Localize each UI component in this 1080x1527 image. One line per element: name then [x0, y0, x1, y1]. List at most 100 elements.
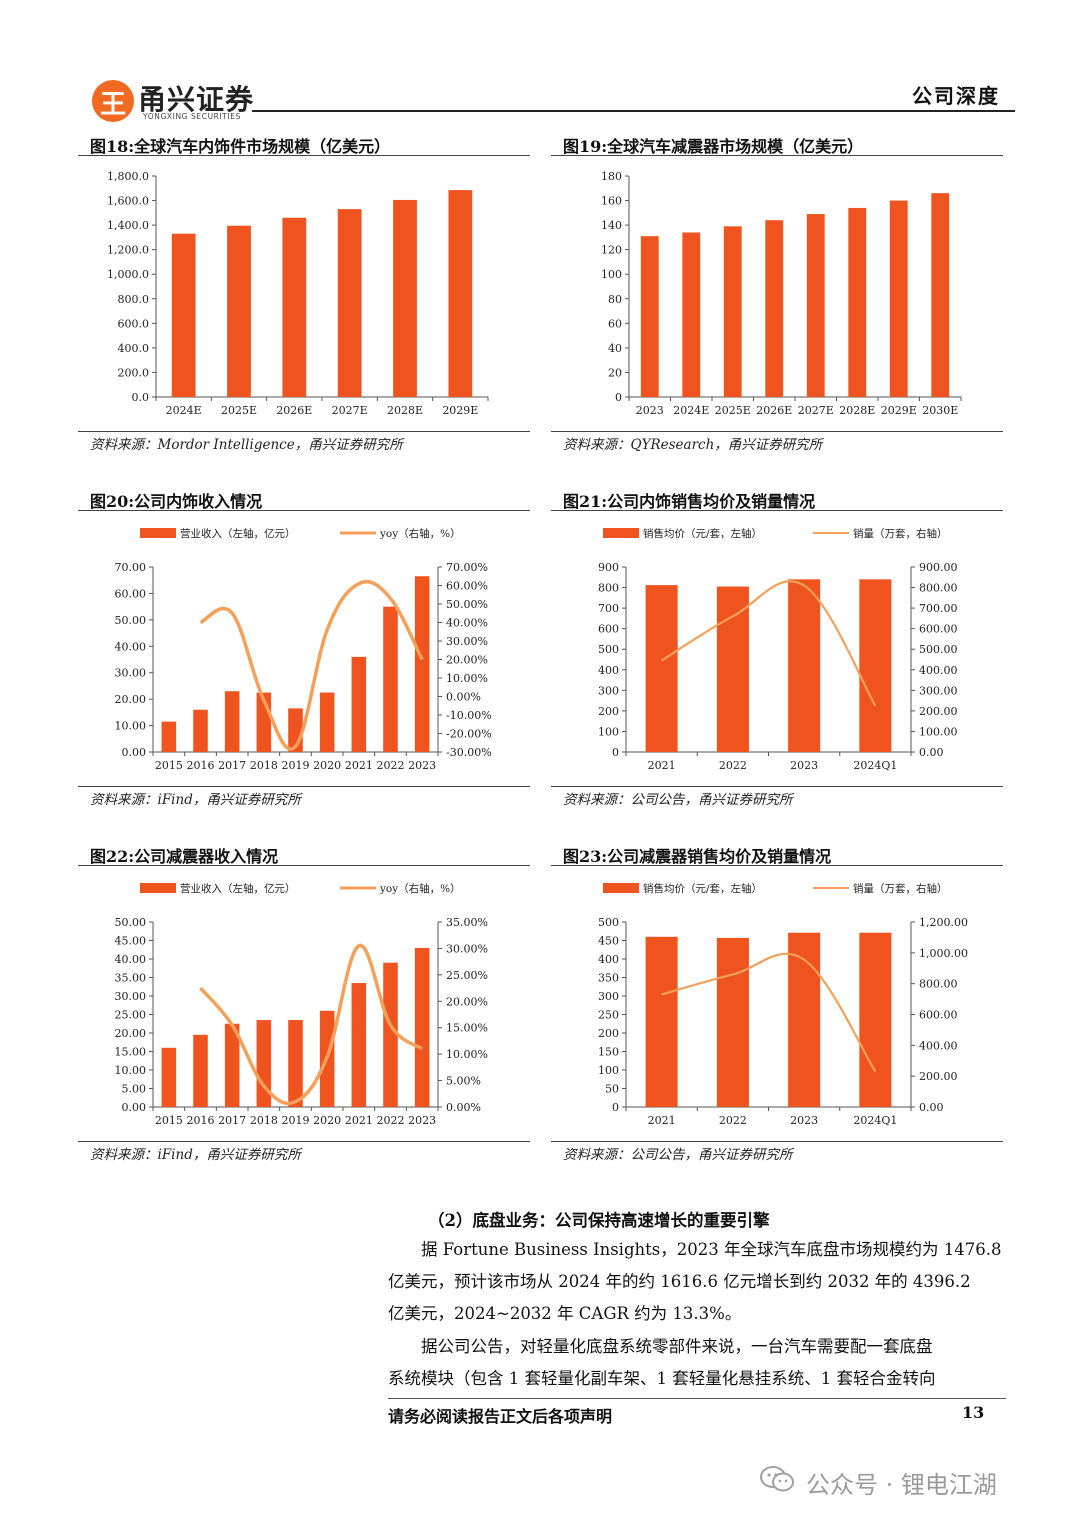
- x-tick-label: 2024E: [673, 404, 709, 417]
- y-tick-label: 0.00: [122, 746, 147, 759]
- footer-disclaimer: 请务必阅读报告正文后各项声明: [388, 1407, 613, 1426]
- y2-tick-label: 300.00: [919, 684, 958, 697]
- bar: [383, 606, 398, 752]
- x-tick-label: 2018: [250, 759, 278, 772]
- y-tick-label: 400: [598, 664, 619, 677]
- series-line: [199, 944, 424, 1106]
- figure-title: 图18:全球汽车内饰件市场规模（亿美元）: [90, 137, 391, 156]
- figure-title: 图23:公司减震器销售均价及销量情况: [563, 847, 832, 866]
- y-tick-label: 100: [598, 1064, 619, 1077]
- y2-tick-label: 5.00%: [446, 1075, 481, 1088]
- x-tick-label: 2020: [313, 1114, 341, 1127]
- y-tick-label: 450: [598, 935, 619, 948]
- bar: [765, 220, 784, 397]
- bar: [227, 225, 251, 397]
- bar: [337, 209, 362, 397]
- y-tick-label: 0: [612, 1101, 619, 1114]
- x-tick-label: 2023: [408, 1114, 436, 1127]
- figure-top-rule: [78, 155, 530, 156]
- y2-tick-label: 50.00%: [446, 598, 488, 611]
- legend-swatch-bar: [140, 883, 176, 893]
- company-logo-icon: 王: [92, 80, 134, 122]
- x-tick-label: 2028E: [387, 404, 423, 417]
- y-tick-label: 0.00: [122, 1101, 147, 1114]
- y2-tick-label: 15.00%: [446, 1022, 488, 1035]
- y-tick-label: 1,600.0: [107, 195, 149, 208]
- x-tick-label: 2026E: [276, 404, 312, 417]
- y-tick-label: 1,800.0: [107, 170, 149, 183]
- bar: [319, 692, 335, 752]
- y-tick-label: 20: [608, 366, 622, 379]
- y-tick-label: 50.00: [115, 614, 147, 627]
- y2-tick-label: 200.00: [919, 1070, 958, 1083]
- y2-tick-label: 800.00: [919, 978, 958, 991]
- y2-tick-label: 500.00: [919, 643, 958, 656]
- legend-label: 销售均价（元/套，左轴）: [643, 882, 762, 895]
- watermark-text: 公众号 · 锂电江湖: [806, 1471, 997, 1499]
- x-tick-label: 2025E: [221, 404, 257, 417]
- x-tick-label: 2030E: [922, 404, 958, 417]
- bar: [256, 1020, 272, 1107]
- report-type-label: 公司深度: [912, 84, 1000, 108]
- bar: [645, 936, 678, 1107]
- legend-label: 销量（万套，右轴）: [853, 527, 948, 540]
- y-tick-label: 45.00: [115, 935, 147, 948]
- figure-bottom-rule: [78, 431, 530, 432]
- y-tick-label: 60: [608, 317, 622, 330]
- bar: [414, 576, 430, 752]
- x-tick-label: 2029E: [881, 404, 917, 417]
- figure-bottom-rule: [78, 1141, 530, 1142]
- y2-tick-label: 800.00: [919, 582, 958, 595]
- x-tick-label: 2024Q1: [853, 1114, 897, 1127]
- figure-title: 图21:公司内饰销售均价及销量情况: [563, 492, 816, 511]
- legend-label: 销售均价（元/套，左轴）: [643, 527, 762, 540]
- y-tick-label: 1,400.0: [107, 219, 149, 232]
- y-tick-label: 800.0: [118, 293, 150, 306]
- y-tick-label: 10.00: [115, 720, 147, 733]
- paragraph-line: 亿美元，2024~2032 年 CAGR 约为 13.3%。: [388, 1304, 742, 1323]
- y2-tick-label: 10.00%: [446, 672, 488, 685]
- y-tick-label: 25.00: [115, 1009, 147, 1022]
- y2-tick-label: 30.00%: [446, 635, 488, 648]
- y-tick-label: 250: [598, 1009, 619, 1022]
- y-tick-label: 30.00: [115, 667, 147, 680]
- figure-20-chart: 0.00 10.00 20.00 30.00 40.00 50.00 60.00 70.00 2…: [115, 527, 492, 772]
- y2-tick-label: 0.00: [919, 746, 944, 759]
- bar: [193, 709, 208, 752]
- y-tick-label: 150: [598, 1046, 619, 1059]
- y-tick-label: 700: [598, 602, 619, 615]
- y2-tick-label: 40.00%: [446, 617, 488, 630]
- x-tick-label: 2025E: [715, 404, 751, 417]
- series-line: [661, 952, 877, 1073]
- x-tick-label: 2028E: [839, 404, 875, 417]
- y-tick-label: 70.00: [115, 561, 147, 574]
- figure-source: 资料来源：Mordor Intelligence，甬兴证券研究所: [90, 437, 403, 453]
- figure-top-rule: [78, 510, 530, 511]
- y-tick-label: 160: [601, 195, 622, 208]
- bar: [393, 199, 417, 397]
- x-tick-label: 2015: [155, 1114, 183, 1127]
- y-tick-label: 60.00: [115, 587, 147, 600]
- bar: [161, 721, 177, 752]
- figure-bottom-rule: [78, 786, 530, 787]
- figure-top-rule: [78, 865, 530, 866]
- legend-label: 销量（万套，右轴）: [853, 882, 948, 895]
- y2-tick-label: 0.00: [919, 1101, 944, 1114]
- bar: [859, 932, 892, 1107]
- y2-tick-label: 60.00%: [446, 580, 488, 593]
- paragraph-line: 据 Fortune Business Insights，2023 年全球汽车底盘…: [421, 1240, 1002, 1259]
- x-tick-label: 2022: [719, 1114, 747, 1127]
- y-tick-label: 200.0: [118, 366, 150, 379]
- figure-source: 资料来源：公司公告，甬兴证券研究所: [563, 792, 793, 808]
- y2-tick-label: 0.00%: [446, 1101, 481, 1114]
- y-tick-label: 40.00: [115, 953, 147, 966]
- company-logo-text: 甬兴证券: [138, 83, 255, 116]
- x-tick-label: 2021: [345, 1114, 373, 1127]
- x-tick-label: 2016: [187, 759, 215, 772]
- y-tick-label: 500: [598, 916, 619, 929]
- header-divider: [252, 110, 1015, 112]
- y-tick-label: 200: [598, 705, 619, 718]
- bar: [161, 1047, 177, 1107]
- x-tick-label: 2029E: [442, 404, 478, 417]
- paragraph-line: 系统模块（包含 1 套轻量化副车架、1 套轻量化悬挂系统、1 套轻合金转向: [388, 1369, 936, 1388]
